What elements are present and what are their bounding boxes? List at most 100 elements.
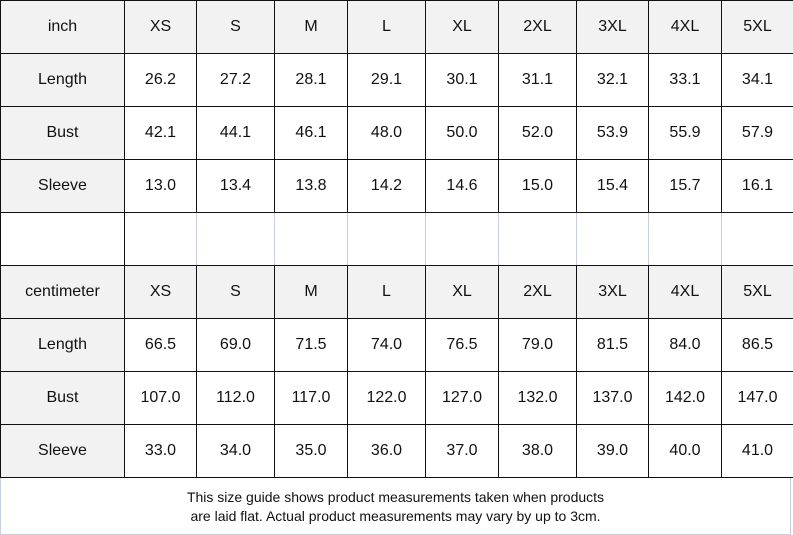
- measurement-value: 16.1: [721, 159, 793, 213]
- measurement-value: 81.5: [576, 318, 649, 372]
- size-header: 5XL: [721, 0, 793, 54]
- measurement-row: Sleeve 13.0 13.4 13.8 14.2 14.6 15.0 15.4 15.7 16…: [0, 159, 793, 213]
- measurement-value: 36.0: [347, 424, 426, 478]
- measurement-value: 71.5: [274, 318, 348, 372]
- measurement-value: 13.8: [274, 159, 348, 213]
- size-guide-note: This size guide shows product measuremen…: [0, 478, 791, 535]
- measurement-value: 112.0: [196, 371, 275, 425]
- measurement-value: 14.2: [347, 159, 426, 213]
- header-row: centimeter XS S M L XL 2XL 3XL 4XL 5XL: [0, 265, 793, 319]
- measurement-value: 31.1: [498, 53, 577, 107]
- measurement-value: 74.0: [347, 318, 426, 372]
- size-header: 5XL: [721, 265, 793, 319]
- spacer-row: [0, 212, 793, 266]
- measurement-value: 33.1: [648, 53, 722, 107]
- unit-header: centimeter: [0, 265, 125, 319]
- measurement-row: Sleeve 33.0 34.0 35.0 36.0 37.0 38.0 39.0 40.0 41…: [0, 424, 793, 478]
- measurement-value: 117.0: [274, 371, 348, 425]
- measurement-value: 48.0: [347, 106, 426, 160]
- measurement-value: 52.0: [498, 106, 577, 160]
- note-line-2: are laid flat. Actual product measuremen…: [190, 508, 601, 524]
- measurement-value: 55.9: [648, 106, 722, 160]
- row-label: Sleeve: [0, 424, 125, 478]
- measurement-value: 127.0: [425, 371, 499, 425]
- size-header: M: [274, 0, 348, 54]
- size-chart-table: inch XS S M L XL 2XL 3XL 4XL 5XL Length 26.2 27.2 28.…: [0, 0, 793, 478]
- empty-cell: [721, 212, 793, 266]
- size-header: M: [274, 265, 348, 319]
- measurement-value: 34.0: [196, 424, 275, 478]
- size-header: S: [196, 265, 275, 319]
- measurement-value: 30.1: [425, 53, 499, 107]
- size-header: L: [347, 265, 426, 319]
- row-label: Bust: [0, 371, 125, 425]
- empty-cell: [274, 212, 348, 266]
- measurement-value: 50.0: [425, 106, 499, 160]
- size-header: 4XL: [648, 0, 722, 54]
- measurement-value: 122.0: [347, 371, 426, 425]
- measurement-value: 32.1: [576, 53, 649, 107]
- row-label: Length: [0, 318, 125, 372]
- measurement-value: 28.1: [274, 53, 348, 107]
- measurement-value: 37.0: [425, 424, 499, 478]
- measurement-value: 86.5: [721, 318, 793, 372]
- measurement-value: 34.1: [721, 53, 793, 107]
- size-header: 2XL: [498, 265, 577, 319]
- measurement-value: 66.5: [124, 318, 197, 372]
- measurement-value: 29.1: [347, 53, 426, 107]
- measurement-value: 26.2: [124, 53, 197, 107]
- measurement-row: Bust 107.0 112.0 117.0 122.0 127.0 132.0 137.0 1…: [0, 371, 793, 425]
- size-header: 3XL: [576, 265, 649, 319]
- measurement-value: 69.0: [196, 318, 275, 372]
- measurement-value: 79.0: [498, 318, 577, 372]
- measurement-value: 35.0: [274, 424, 348, 478]
- measurement-value: 15.0: [498, 159, 577, 213]
- measurement-value: 40.0: [648, 424, 722, 478]
- header-row: inch XS S M L XL 2XL 3XL 4XL 5XL: [0, 0, 793, 54]
- measurement-row: Length 26.2 27.2 28.1 29.1 30.1 31.1 32.1 33.1 34…: [0, 53, 793, 107]
- measurement-value: 132.0: [498, 371, 577, 425]
- measurement-row: Bust 42.1 44.1 46.1 48.0 50.0 52.0 53.9 55.9 57.9: [0, 106, 793, 160]
- measurement-value: 15.7: [648, 159, 722, 213]
- note-line-1: This size guide shows product measuremen…: [186, 489, 605, 505]
- measurement-value: 33.0: [124, 424, 197, 478]
- empty-cell: [347, 212, 426, 266]
- size-header: 4XL: [648, 265, 722, 319]
- size-header: S: [196, 0, 275, 54]
- measurement-value: 53.9: [576, 106, 649, 160]
- measurement-value: 142.0: [648, 371, 722, 425]
- measurement-value: 14.6: [425, 159, 499, 213]
- measurement-value: 107.0: [124, 371, 197, 425]
- measurement-value: 46.1: [274, 106, 348, 160]
- size-header: L: [347, 0, 426, 54]
- empty-cell: [196, 212, 275, 266]
- size-header: XS: [124, 265, 197, 319]
- measurement-row: Length 66.5 69.0 71.5 74.0 76.5 79.0 81.5 84.0 86…: [0, 318, 793, 372]
- measurement-value: 42.1: [124, 106, 197, 160]
- measurement-value: 44.1: [196, 106, 275, 160]
- size-header: 3XL: [576, 0, 649, 54]
- row-label: Length: [0, 53, 125, 107]
- empty-cell: [576, 212, 649, 266]
- measurement-value: 84.0: [648, 318, 722, 372]
- empty-cell: [124, 212, 197, 266]
- size-header: 2XL: [498, 0, 577, 54]
- empty-cell: [425, 212, 499, 266]
- measurement-value: 76.5: [425, 318, 499, 372]
- measurement-value: 13.0: [124, 159, 197, 213]
- size-header: XS: [124, 0, 197, 54]
- empty-cell: [0, 212, 125, 266]
- measurement-value: 147.0: [721, 371, 793, 425]
- measurement-value: 15.4: [576, 159, 649, 213]
- measurement-value: 27.2: [196, 53, 275, 107]
- size-header: XL: [425, 0, 499, 54]
- size-header: XL: [425, 265, 499, 319]
- measurement-value: 39.0: [576, 424, 649, 478]
- measurement-value: 137.0: [576, 371, 649, 425]
- empty-cell: [498, 212, 577, 266]
- measurement-value: 57.9: [721, 106, 793, 160]
- measurement-value: 38.0: [498, 424, 577, 478]
- measurement-value: 41.0: [721, 424, 793, 478]
- measurement-value: 13.4: [196, 159, 275, 213]
- row-label: Bust: [0, 106, 125, 160]
